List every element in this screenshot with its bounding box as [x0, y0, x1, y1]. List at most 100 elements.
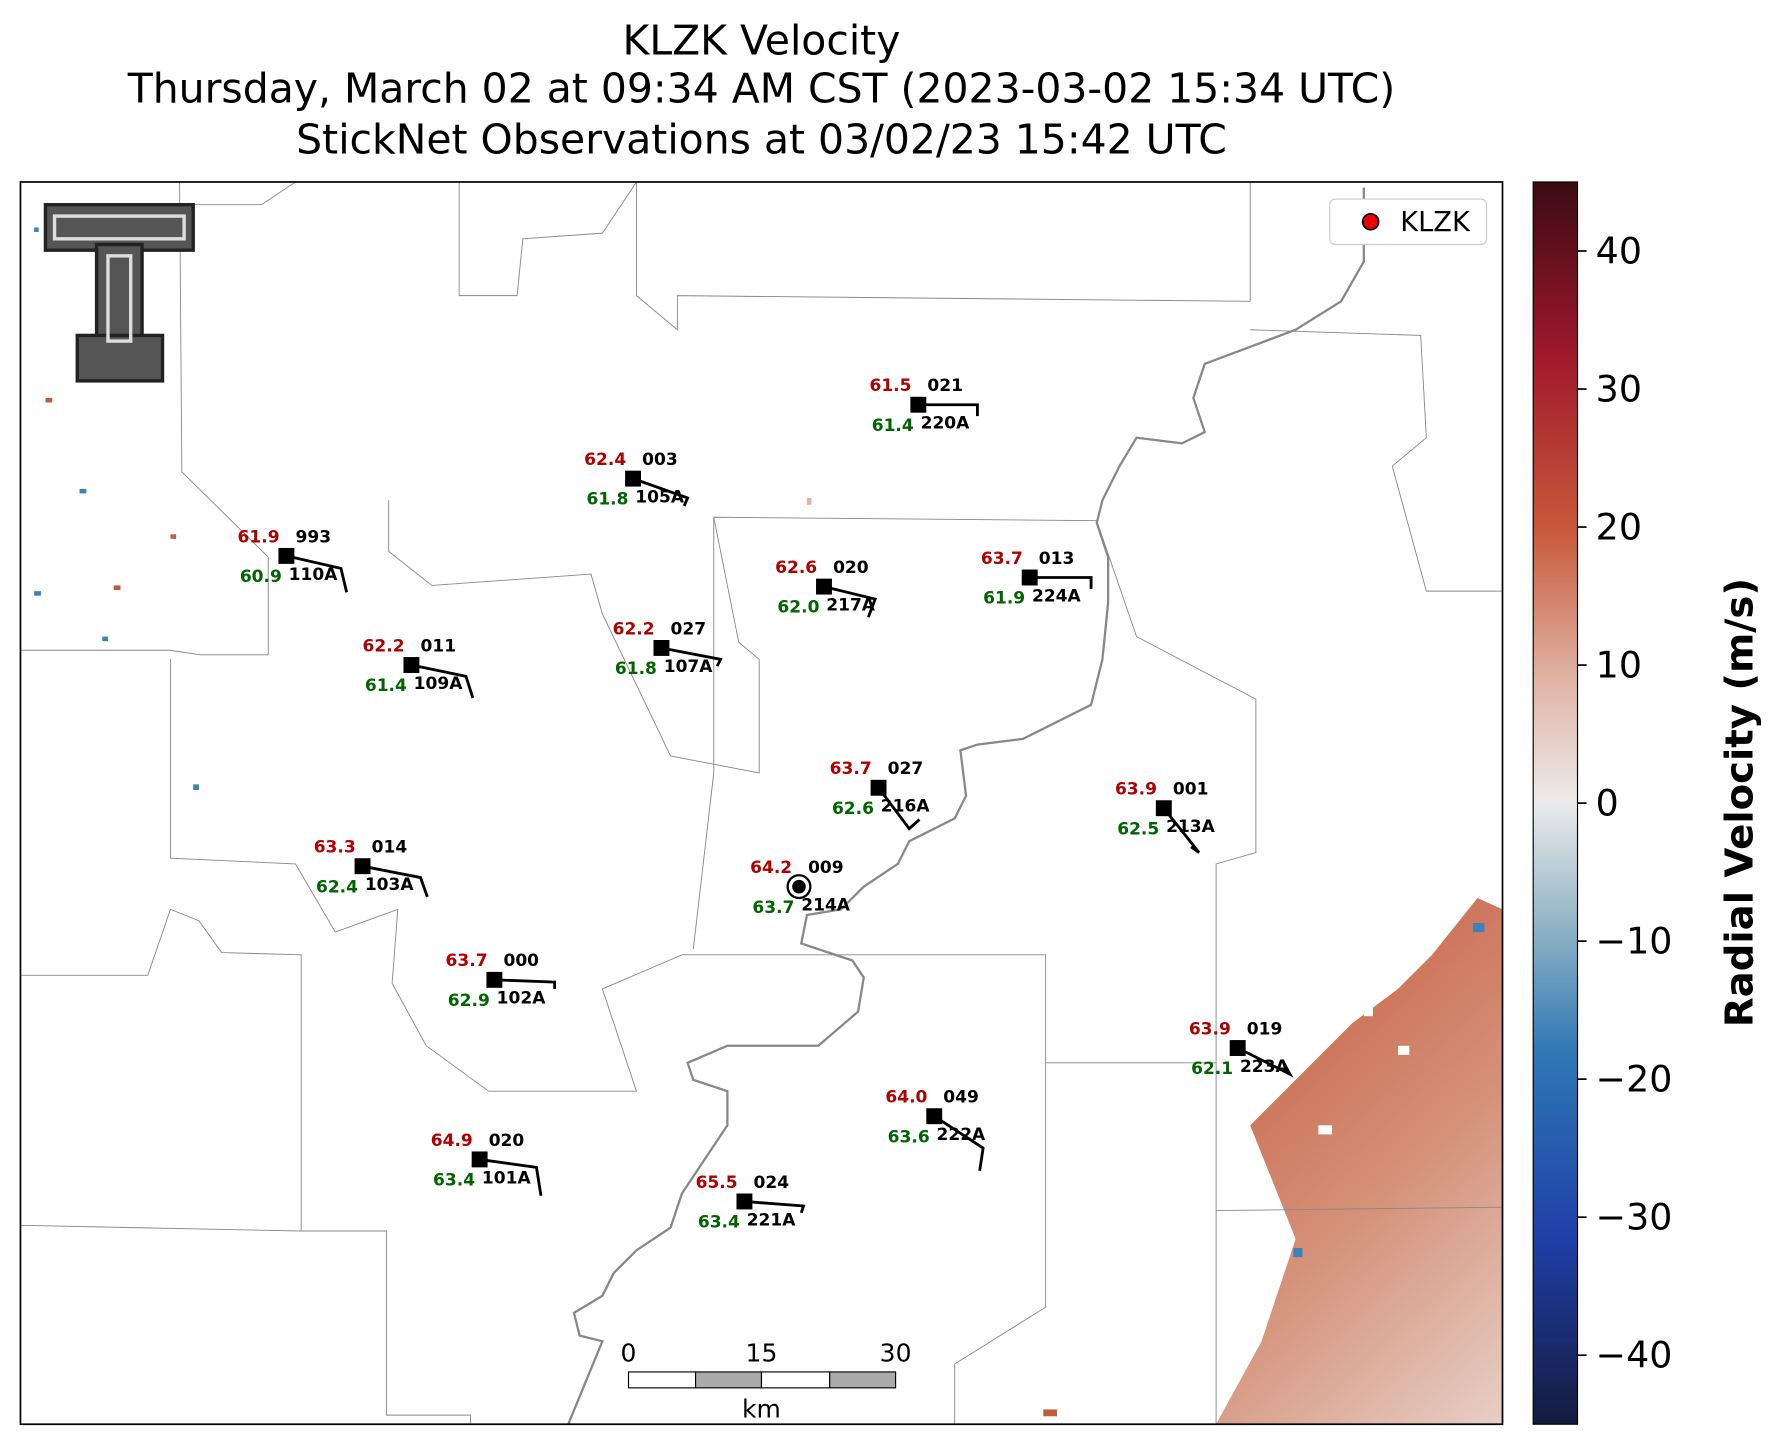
- legend-label: KLZK: [1400, 207, 1471, 238]
- station: 63.9 001 62.5 213A: [1115, 780, 1216, 854]
- station-id: 213A: [1166, 817, 1216, 837]
- echo-cell: [102, 636, 108, 642]
- pressure: 014: [372, 838, 408, 858]
- scale-bar: 0 15 30 km: [621, 1339, 912, 1424]
- pressure: 019: [1247, 1019, 1283, 1039]
- pressure: 003: [642, 450, 678, 470]
- dewpoint: 60.9: [240, 567, 282, 587]
- echo-cell: [1293, 1248, 1303, 1258]
- logo: [43, 203, 195, 383]
- colorbar-tick-label: 20: [1596, 506, 1642, 549]
- river: [567, 187, 1365, 1425]
- echo-cell: [193, 784, 199, 791]
- station-id: 224A: [1032, 586, 1082, 606]
- station-id: 214A: [801, 896, 851, 916]
- station: 63.7 000 62.9 102A: [446, 951, 557, 1011]
- station-marker: [736, 1193, 753, 1210]
- echo-cell: [806, 497, 812, 505]
- station-id: 217A: [826, 595, 876, 615]
- scale-segment: [627, 1371, 697, 1389]
- station: 64.9 020 63.4 101A: [431, 1131, 543, 1197]
- wind-barb: [494, 978, 557, 989]
- temperature: 63.9: [1189, 1019, 1231, 1039]
- echo-gap: [1318, 1125, 1333, 1135]
- pressure: 009: [808, 858, 844, 878]
- scale-label: 15: [746, 1339, 778, 1368]
- station-marker: [486, 971, 503, 988]
- echo-cell: [45, 397, 53, 403]
- subtitle: StickNet Observations at 03/02/23 15:42 …: [296, 116, 1227, 164]
- pressure: 993: [295, 527, 331, 547]
- dewpoint: 63.7: [752, 898, 794, 918]
- logo-base: [75, 333, 165, 383]
- scale-unit: km: [742, 1394, 781, 1423]
- wind-barb: [286, 554, 349, 593]
- county-line: [388, 500, 1257, 1425]
- temperature: 61.5: [869, 376, 911, 396]
- scale-label: 30: [880, 1339, 912, 1368]
- colorbar-tick-label: 40: [1596, 230, 1642, 273]
- station-marker: [653, 640, 670, 656]
- wind-barb: [632, 477, 690, 507]
- county-line: [458, 181, 637, 297]
- station-marker: [278, 547, 295, 564]
- legend-marker: [1361, 212, 1380, 231]
- colorbar-label: Radial Velocity (m/s): [1718, 578, 1763, 1027]
- county-lines: [20, 181, 1503, 1425]
- logo-bar: [43, 203, 195, 252]
- echo-cell: [1472, 923, 1485, 933]
- dewpoint: 62.0: [777, 598, 819, 618]
- scale-label: 0: [621, 1339, 637, 1368]
- wind-barb: [411, 663, 475, 699]
- county-line: [692, 517, 715, 950]
- station-marker: [403, 657, 420, 673]
- station: 63.7 013 61.9 224A: [981, 549, 1093, 609]
- dewpoint: 62.4: [316, 877, 358, 897]
- station-marker: [471, 1151, 488, 1168]
- pressure: 000: [503, 951, 539, 971]
- temperature: 62.6: [775, 558, 817, 578]
- dewpoint: 62.5: [1117, 819, 1159, 839]
- echo-cell: [113, 585, 121, 591]
- station-id: 105A: [635, 487, 685, 507]
- wind-barb: [933, 1115, 985, 1171]
- temperature: 61.9: [238, 527, 280, 547]
- wind-barb: [1237, 1046, 1294, 1078]
- colorbar-tick-label: −10: [1596, 920, 1673, 963]
- calm-marker: [786, 874, 812, 900]
- station-marker: [1021, 569, 1038, 586]
- dewpoint: 61.8: [586, 490, 628, 510]
- pressure: 027: [888, 759, 924, 779]
- county-line: [636, 181, 1251, 331]
- pressure: 011: [421, 636, 457, 656]
- station: 64.0 049 63.6 222A: [885, 1088, 986, 1171]
- colorbar-tick-label: −20: [1596, 1058, 1673, 1101]
- temperature: 64.0: [885, 1088, 927, 1108]
- dewpoint: 61.4: [872, 416, 914, 436]
- colorbar-tick-label: −40: [1596, 1334, 1673, 1377]
- pressure: 021: [927, 376, 963, 396]
- wind-barb: [918, 403, 979, 417]
- wind-barb: [1029, 576, 1093, 589]
- dewpoint: 62.9: [448, 991, 490, 1011]
- county-line: [1216, 1206, 1503, 1212]
- map-frame: [19, 181, 1504, 1426]
- wind-barb: [362, 864, 429, 898]
- wind-barb: [877, 786, 921, 831]
- station-marker: [625, 470, 642, 487]
- dewpoint: 63.6: [888, 1127, 930, 1147]
- colorbar: Radial Velocity (m/s) 40 30 20 10 0 −10 −20 −30…: [1532, 181, 1763, 1425]
- temperature: 63.7: [830, 759, 872, 779]
- station-marker: [870, 779, 887, 796]
- station-marker: [816, 578, 832, 595]
- station: 63.3 014 62.4 103A: [314, 838, 429, 898]
- legend-box: [1329, 198, 1488, 246]
- temperature: 62.2: [363, 636, 405, 656]
- pressure: 027: [671, 619, 707, 639]
- dewpoint: 62.6: [832, 799, 874, 819]
- station: 65.5 024 63.4 221A: [696, 1173, 806, 1233]
- county-line: [170, 659, 1217, 1092]
- dewpoint: 61.4: [365, 676, 407, 696]
- station-id: 102A: [497, 989, 547, 1009]
